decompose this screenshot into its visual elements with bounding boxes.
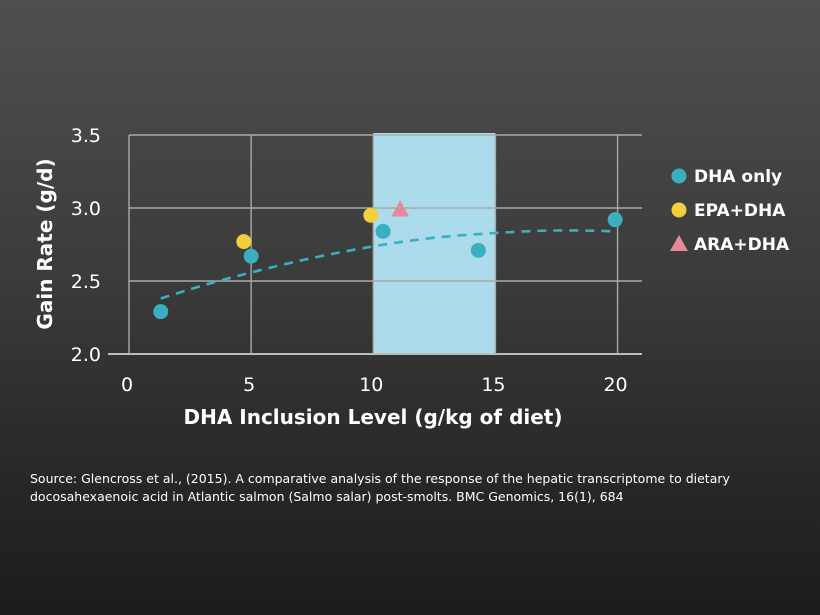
legend: DHA only EPA+DHA ARA+DHA <box>670 167 790 255</box>
data-point-triangle <box>391 200 410 217</box>
data-point <box>470 242 486 258</box>
legend-label: DHA only <box>694 167 782 187</box>
x-tick-label: 15 <box>481 374 505 396</box>
y-tick-label: 3.0 <box>71 198 101 220</box>
legend-marker <box>671 202 687 218</box>
data-point <box>375 223 391 239</box>
legend-label: EPA+DHA <box>694 201 786 221</box>
highlight-band <box>373 133 496 354</box>
x-tick-label: 5 <box>243 374 255 396</box>
data-point <box>153 304 169 320</box>
x-tick-label: 0 <box>121 374 133 396</box>
data-point <box>243 248 259 264</box>
y-tick-label: 2.0 <box>71 344 101 366</box>
legend-marker <box>671 168 687 184</box>
source-citation: Source: Glencross et al., (2015). A comp… <box>30 471 730 504</box>
data-point <box>363 207 379 223</box>
trend-line <box>160 229 618 300</box>
data-point <box>607 212 623 228</box>
x-axis-title: DHA Inclusion Level (g/kg of diet) <box>183 405 562 429</box>
y-axis-title: Gain Rate (g/d) <box>33 158 57 329</box>
y-tick-label: 3.5 <box>71 125 101 147</box>
x-tick-label: 10 <box>359 374 383 396</box>
y-tick-label: 2.5 <box>71 271 101 293</box>
data-point <box>236 234 252 250</box>
legend-label: ARA+DHA <box>694 235 790 255</box>
x-tick-label: 20 <box>603 374 627 396</box>
legend-marker-triangle <box>670 235 688 251</box>
